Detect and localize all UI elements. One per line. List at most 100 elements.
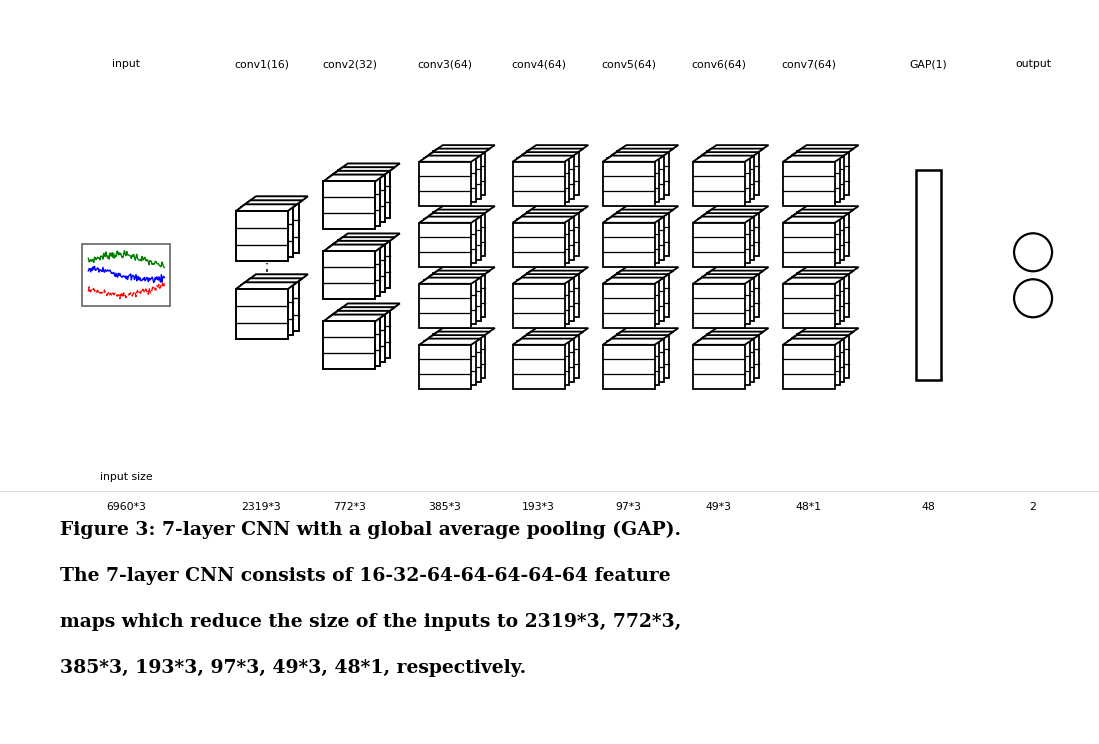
Polygon shape <box>692 339 754 344</box>
Polygon shape <box>526 151 579 195</box>
Text: The 7-layer CNN consists of 16-32-64-64-64-64-64 feature: The 7-layer CNN consists of 16-32-64-64-… <box>60 567 671 585</box>
Polygon shape <box>241 278 302 285</box>
Polygon shape <box>433 151 486 195</box>
Polygon shape <box>323 175 385 182</box>
Polygon shape <box>333 237 395 244</box>
Text: conv7(64): conv7(64) <box>781 60 836 69</box>
Polygon shape <box>433 267 495 273</box>
Polygon shape <box>333 314 386 362</box>
Polygon shape <box>782 344 835 389</box>
Polygon shape <box>518 219 569 263</box>
Polygon shape <box>788 335 850 341</box>
Polygon shape <box>419 222 471 267</box>
Polygon shape <box>429 271 490 277</box>
Polygon shape <box>429 216 480 260</box>
Polygon shape <box>692 278 754 283</box>
Polygon shape <box>241 208 293 257</box>
Polygon shape <box>792 271 854 277</box>
Polygon shape <box>702 332 764 338</box>
Polygon shape <box>522 332 584 338</box>
Polygon shape <box>608 280 659 324</box>
Polygon shape <box>329 248 380 295</box>
Polygon shape <box>424 213 486 219</box>
Polygon shape <box>522 210 584 216</box>
Polygon shape <box>424 152 486 158</box>
Polygon shape <box>512 217 574 222</box>
Text: input: input <box>112 60 141 69</box>
Polygon shape <box>692 283 745 328</box>
Polygon shape <box>512 339 574 344</box>
Polygon shape <box>602 161 655 206</box>
Polygon shape <box>707 273 759 317</box>
Polygon shape <box>419 344 471 389</box>
Polygon shape <box>707 334 759 378</box>
Polygon shape <box>323 321 376 369</box>
Polygon shape <box>602 217 664 222</box>
Text: 49*3: 49*3 <box>706 502 732 512</box>
Polygon shape <box>433 273 486 317</box>
Polygon shape <box>518 280 569 324</box>
Polygon shape <box>429 149 490 155</box>
Polygon shape <box>512 155 574 161</box>
Polygon shape <box>698 335 759 341</box>
Polygon shape <box>617 145 678 151</box>
Polygon shape <box>608 335 669 341</box>
Polygon shape <box>526 334 579 378</box>
Circle shape <box>1014 234 1052 272</box>
Polygon shape <box>333 167 395 174</box>
Polygon shape <box>512 161 565 206</box>
Polygon shape <box>429 155 480 199</box>
Polygon shape <box>608 213 669 219</box>
Polygon shape <box>429 332 490 338</box>
Polygon shape <box>433 206 495 212</box>
Polygon shape <box>522 155 574 199</box>
Polygon shape <box>235 282 297 289</box>
Polygon shape <box>518 335 579 341</box>
Polygon shape <box>707 145 768 151</box>
Polygon shape <box>419 155 480 161</box>
Polygon shape <box>707 328 768 334</box>
Polygon shape <box>512 283 565 328</box>
Polygon shape <box>797 273 850 317</box>
Polygon shape <box>522 338 574 382</box>
Text: 193*3: 193*3 <box>522 502 555 512</box>
Polygon shape <box>698 219 750 263</box>
Polygon shape <box>797 328 858 334</box>
Text: input size: input size <box>100 472 153 482</box>
Polygon shape <box>338 310 390 358</box>
Polygon shape <box>602 339 664 344</box>
Polygon shape <box>246 275 308 281</box>
Polygon shape <box>792 277 844 321</box>
Polygon shape <box>617 334 669 378</box>
Polygon shape <box>797 334 850 378</box>
Text: output: output <box>1015 60 1051 69</box>
Polygon shape <box>518 152 579 158</box>
Polygon shape <box>707 212 759 256</box>
Polygon shape <box>608 274 669 280</box>
Polygon shape <box>617 212 669 256</box>
Bar <box>917 170 941 380</box>
Text: conv6(64): conv6(64) <box>691 60 746 69</box>
Polygon shape <box>338 164 400 170</box>
Polygon shape <box>792 332 854 338</box>
Text: 48: 48 <box>922 502 935 512</box>
Polygon shape <box>338 240 390 288</box>
Text: GAP(1): GAP(1) <box>910 60 947 69</box>
Polygon shape <box>424 274 486 280</box>
Polygon shape <box>246 203 299 253</box>
Text: 772*3: 772*3 <box>333 502 366 512</box>
Polygon shape <box>323 251 376 299</box>
Polygon shape <box>419 339 480 344</box>
Polygon shape <box>602 222 655 267</box>
Polygon shape <box>424 219 476 263</box>
Polygon shape <box>692 217 754 222</box>
Polygon shape <box>518 274 579 280</box>
Polygon shape <box>788 274 850 280</box>
Polygon shape <box>429 338 480 382</box>
Text: maps which reduce the size of the inputs to 2319*3, 772*3,: maps which reduce the size of the inputs… <box>60 613 681 631</box>
Polygon shape <box>602 155 664 161</box>
Polygon shape <box>419 283 471 328</box>
Text: 2319*3: 2319*3 <box>242 502 281 512</box>
Text: Figure 3: 7-layer CNN with a global average pooling (GAP).: Figure 3: 7-layer CNN with a global aver… <box>60 521 681 539</box>
Polygon shape <box>338 234 400 240</box>
